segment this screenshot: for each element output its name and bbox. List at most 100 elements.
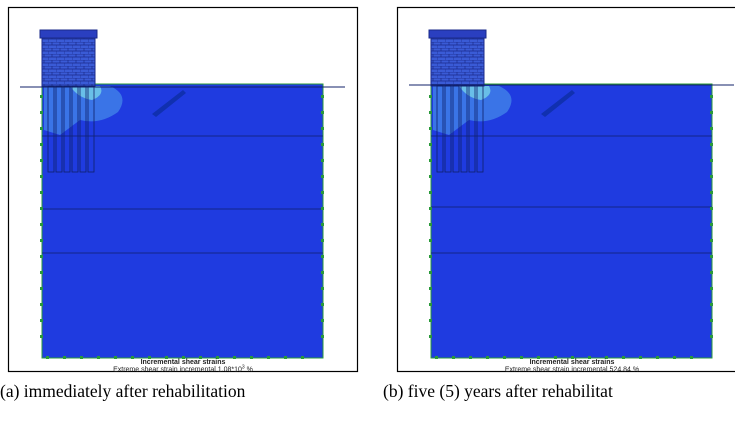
boundary-node	[40, 319, 43, 322]
boundary-node	[429, 223, 432, 226]
boundary-node	[520, 356, 523, 359]
pile	[47, 85, 55, 173]
boundary-node	[182, 356, 185, 359]
boundary-node	[40, 303, 43, 306]
boundary-node	[321, 127, 324, 130]
boundary-node	[588, 356, 591, 359]
boundary-node	[321, 319, 324, 322]
boundary-node	[429, 95, 432, 98]
boundary-node	[469, 356, 472, 359]
pile	[63, 85, 71, 173]
boundary-node	[429, 335, 432, 338]
extreme-unit: %	[247, 367, 253, 374]
boundary-node	[40, 239, 43, 242]
caption: (b) five (5) years after rehabilitat	[383, 381, 613, 401]
boundary-node	[639, 356, 642, 359]
pile	[444, 85, 452, 173]
boundary-node	[710, 287, 713, 290]
wall-cap	[428, 29, 487, 39]
boundary-node	[40, 159, 43, 162]
boundary-node	[710, 335, 713, 338]
boundary-node	[690, 356, 693, 359]
pile	[476, 85, 484, 173]
pile	[452, 85, 460, 173]
boundary-node	[429, 159, 432, 162]
strain-band	[152, 90, 186, 117]
boundary-node	[429, 271, 432, 274]
boundary-node	[114, 356, 117, 359]
boundary-node	[452, 356, 455, 359]
boundary-node	[40, 127, 43, 130]
wall	[41, 35, 96, 87]
boundary-node	[710, 303, 713, 306]
boundary-node	[46, 356, 49, 359]
boundary-node	[605, 356, 608, 359]
boundary-node	[321, 207, 324, 210]
boundary-node	[321, 223, 324, 226]
boundary-node	[40, 255, 43, 258]
boundary-node	[40, 111, 43, 114]
boundary-node	[40, 207, 43, 210]
boundary-node	[250, 356, 253, 359]
soil-domain	[430, 83, 713, 359]
boundary-node	[321, 159, 324, 162]
boundary-node	[97, 356, 100, 359]
caption: (a) immediately after rehabilitation	[0, 381, 246, 401]
boundary-node	[429, 207, 432, 210]
boundary-node	[40, 191, 43, 194]
boundary-node	[40, 271, 43, 274]
boundary-node	[40, 175, 43, 178]
boundary-node	[673, 356, 676, 359]
boundary-node	[710, 319, 713, 322]
pile	[436, 85, 444, 173]
boundary-node	[321, 111, 324, 114]
boundary-node	[429, 111, 432, 114]
boundary-node	[148, 356, 151, 359]
boundary-node	[710, 175, 713, 178]
boundary-node	[40, 223, 43, 226]
boundary-node	[321, 335, 324, 338]
boundary-node	[321, 143, 324, 146]
boundary-node	[554, 356, 557, 359]
boundary-node	[429, 303, 432, 306]
boundary-node	[503, 356, 506, 359]
boundary-node	[622, 356, 625, 359]
legend-extreme: Extreme shear strain incremental 1.08*10…	[113, 365, 253, 374]
soil-domain	[41, 83, 324, 359]
extreme-text: Extreme shear strain incremental 1.08*10	[113, 367, 242, 374]
boundary-node	[321, 287, 324, 290]
boundary-node	[710, 207, 713, 210]
boundary-node	[301, 356, 304, 359]
pile	[71, 85, 79, 173]
boundary-node	[131, 356, 134, 359]
boundary-node	[321, 239, 324, 242]
pile	[79, 85, 87, 173]
boundary-node	[537, 356, 540, 359]
boundary-node	[710, 159, 713, 162]
boundary-node	[571, 356, 574, 359]
boundary-node	[80, 356, 83, 359]
boundary-node	[321, 95, 324, 98]
boundary-node	[321, 271, 324, 274]
boundary-node	[321, 255, 324, 258]
boundary-node	[710, 111, 713, 114]
wall-cap	[39, 29, 98, 39]
boundary-node	[40, 95, 43, 98]
boundary-node	[40, 287, 43, 290]
boundary-node	[710, 223, 713, 226]
boundary-node	[710, 239, 713, 242]
boundary-node	[429, 191, 432, 194]
boundary-node	[63, 356, 66, 359]
boundary-node	[710, 143, 713, 146]
boundary-node	[321, 191, 324, 194]
legend-title: Incremental shear strains	[141, 359, 226, 366]
pile	[55, 85, 63, 173]
boundary-node	[216, 356, 219, 359]
boundary-node	[486, 356, 489, 359]
boundary-node	[429, 239, 432, 242]
pile	[468, 85, 476, 173]
boundary-node	[710, 271, 713, 274]
